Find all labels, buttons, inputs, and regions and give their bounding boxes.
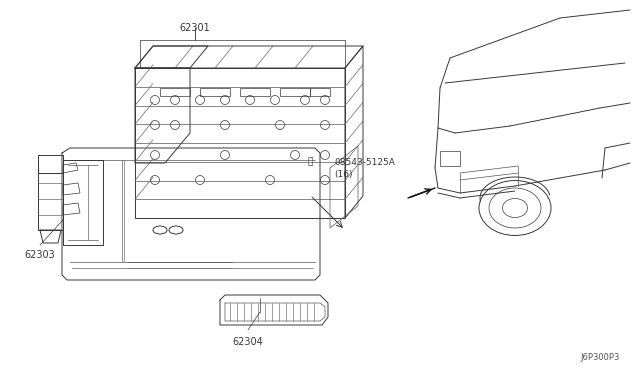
Text: J6P300P3: J6P300P3	[580, 353, 620, 362]
Text: (16): (16)	[334, 170, 353, 179]
Bar	[440, 151, 460, 166]
Bar	[240, 88, 270, 96]
Text: Ⓢ: Ⓢ	[307, 157, 313, 167]
Bar	[310, 88, 330, 96]
Bar	[200, 88, 230, 96]
Bar	[280, 88, 310, 96]
Bar	[160, 88, 190, 96]
Text: 62301: 62301	[180, 23, 211, 33]
Text: 62303: 62303	[24, 250, 56, 260]
Text: 62304: 62304	[232, 337, 264, 347]
Text: 08543-5125A: 08543-5125A	[334, 157, 395, 167]
